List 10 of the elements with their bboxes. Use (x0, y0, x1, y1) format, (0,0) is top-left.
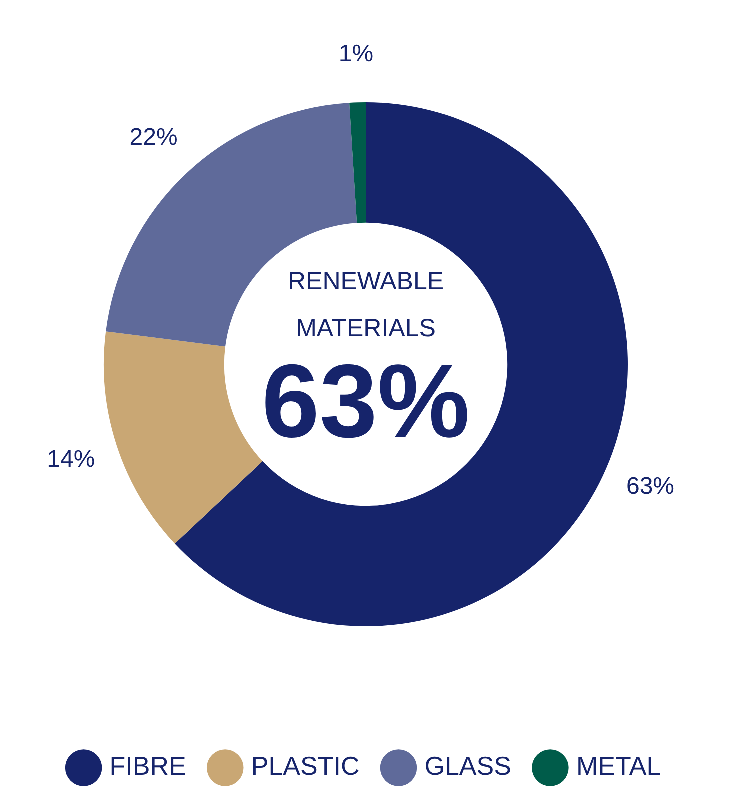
legend-label: PLASTIC (251, 751, 360, 782)
text: 63% (262, 344, 470, 460)
legend-label: FIBRE (110, 751, 186, 782)
text: RENEWABLE MATERIALS (288, 267, 444, 342)
data-label: 1% (338, 40, 374, 68)
data-label: 63% (626, 473, 675, 500)
data-label: 14% (47, 446, 96, 473)
legend-label: METAL (576, 751, 662, 782)
legend-label: GLASS (424, 751, 512, 782)
data-label: 22% (130, 124, 178, 152)
